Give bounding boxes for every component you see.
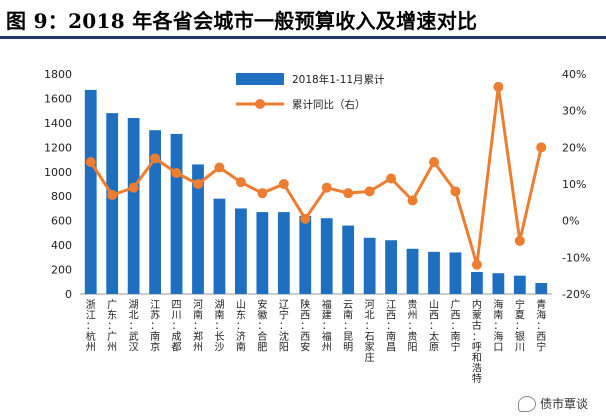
title-rule <box>0 36 606 39</box>
x-tick-label: 青海：西宁 <box>536 298 546 353</box>
x-tick-label: 福建：福州 <box>322 298 332 353</box>
y-tick-label: 1200 <box>44 141 72 154</box>
line-point <box>193 179 203 189</box>
line-point <box>343 188 354 199</box>
y-tick-label: 400 <box>51 239 72 252</box>
line-point <box>150 153 161 164</box>
x-tick-label: 内蒙古：呼和浩特 <box>472 298 482 385</box>
line-point <box>107 190 118 200</box>
x-tick-label: 江西：南昌 <box>386 299 396 353</box>
line-point <box>171 168 182 178</box>
x-tick-label: 四川：成都 <box>172 300 182 353</box>
legend-label-line: 累计同比（右） <box>292 98 366 111</box>
y2-tick-label: 30% <box>562 105 586 118</box>
x-tick-label: 广西：南宁 <box>450 299 460 353</box>
line-point <box>214 162 225 173</box>
bar <box>428 251 440 294</box>
y-tick-label: 1000 <box>44 166 72 179</box>
line-point <box>278 179 289 189</box>
bar <box>277 212 290 294</box>
y-tick-label: 1400 <box>44 117 72 130</box>
x-tick-label: 浙江：杭州 <box>86 299 96 353</box>
x-tick-label: 海南：海口 <box>493 298 503 353</box>
bar <box>342 225 355 294</box>
x-tick-label: 湖北：武汉 <box>129 299 139 353</box>
line-point <box>514 235 525 246</box>
bar <box>320 218 333 294</box>
x-tick-label: 广东：广州 <box>107 299 117 353</box>
line-point <box>257 188 268 199</box>
y2-tick-label: 20% <box>562 141 586 154</box>
bar <box>149 130 161 294</box>
wechat-icon <box>517 395 536 412</box>
legend-swatch-bar <box>236 73 284 85</box>
line-point <box>386 173 397 184</box>
line-point <box>407 195 418 206</box>
bar <box>363 237 376 294</box>
bar <box>406 248 419 294</box>
chart-title: 图 9：2018 年各省会城市一般预算收入及增速对比 <box>6 9 478 33</box>
bar <box>170 133 183 294</box>
bar <box>492 273 505 294</box>
bar <box>513 275 526 294</box>
legend-label-bar: 2018年1-11月累计 <box>292 73 385 86</box>
bar <box>106 113 119 294</box>
y2-tick-label: 10% <box>562 178 586 191</box>
line-point <box>471 259 482 270</box>
y-tick-label: 1800 <box>44 68 72 81</box>
x-tick-label: 山东：济南 <box>236 299 246 353</box>
line-point <box>493 81 504 92</box>
y-tick-label: 0 <box>65 288 72 301</box>
line-point <box>235 177 246 188</box>
y-tick-label: 800 <box>51 190 72 203</box>
bar <box>84 89 97 294</box>
y2-tick-label: -10% <box>562 251 590 264</box>
bar <box>213 198 226 294</box>
x-tick-label: 宁夏：银川 <box>515 298 525 353</box>
bar <box>127 118 140 294</box>
line-point <box>450 186 461 197</box>
bar <box>449 252 462 294</box>
line-series <box>89 85 543 267</box>
plot-area: 0 200 400 600 800 1000 1200 1400 1600 1800 -20% -10… <box>44 68 590 385</box>
x-tick-label: 云南：昆明 <box>343 300 353 353</box>
line-point <box>536 142 547 153</box>
bar <box>299 215 312 294</box>
x-tick-label: 河南：郑州 <box>193 299 203 353</box>
x-tick-label: 陕西：西安 <box>300 298 310 353</box>
x-tick-label: 安徽：合肥 <box>257 298 267 353</box>
y2-tick-label: 0% <box>562 215 579 228</box>
legend-marker-line <box>255 99 265 109</box>
y2-tick-label: -20% <box>562 288 590 301</box>
watermark-text: 债市覃谈 <box>539 397 588 411</box>
line-point <box>85 157 96 167</box>
y-tick-label: 1600 <box>44 92 72 105</box>
bar <box>256 212 269 294</box>
line-point <box>321 182 332 193</box>
x-tick-label: 河北：石家庄 <box>365 299 375 364</box>
line-point <box>300 213 311 224</box>
bar <box>235 208 247 294</box>
line-point <box>364 186 375 197</box>
y-tick-label: 200 <box>51 264 72 277</box>
y-tick-label: 600 <box>51 215 72 228</box>
x-tick-label: 湖南：长沙 <box>214 299 224 353</box>
x-tick-label: 贵州：贵阳 <box>408 298 418 353</box>
x-tick-label: 辽宁：沈阳 <box>279 299 289 353</box>
y2-tick-label: 40% <box>562 68 586 81</box>
watermark: 债市覃谈 <box>517 395 588 412</box>
line-point <box>429 157 439 167</box>
x-tick-label: 江苏：南京 <box>150 299 160 353</box>
bar <box>535 283 548 294</box>
line-point <box>128 182 139 193</box>
bar <box>192 164 204 294</box>
x-tick-label: 山西：太原 <box>429 299 439 353</box>
bar <box>471 272 483 294</box>
bar <box>385 240 397 294</box>
